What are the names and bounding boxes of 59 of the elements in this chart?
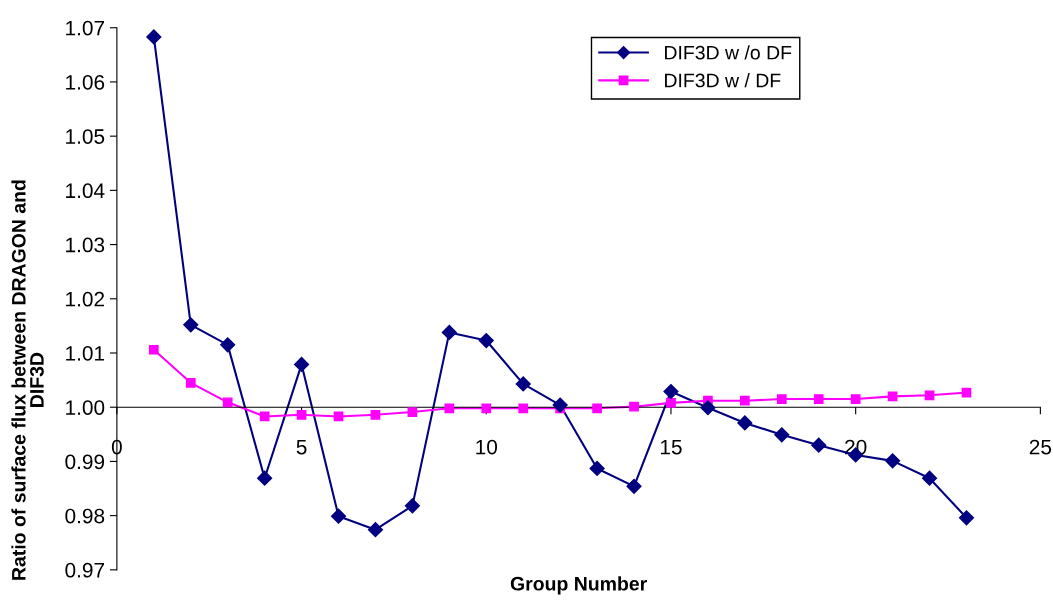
point — [663, 383, 679, 400]
point — [330, 508, 347, 524]
point — [515, 376, 531, 392]
point — [518, 403, 529, 414]
point — [478, 332, 494, 349]
point — [589, 460, 605, 477]
point — [444, 403, 455, 414]
y-tick-label: 0.97 — [65, 562, 105, 578]
y-tick-label: 1.04 — [66, 183, 105, 199]
y-tick-label: 1.01 — [66, 346, 105, 361]
point — [737, 415, 753, 431]
point — [222, 397, 233, 408]
y-tick-label: 0.98 — [65, 508, 105, 524]
point — [774, 427, 790, 443]
point — [739, 395, 750, 406]
legend-label: DIF3D w /o DF — [665, 45, 792, 60]
point — [626, 478, 642, 494]
legend-label: DIF3D w / DF — [665, 73, 781, 88]
point — [296, 409, 307, 420]
point — [921, 470, 938, 486]
x-tick-label: 5 — [296, 439, 307, 455]
point — [958, 510, 975, 526]
point — [183, 317, 199, 333]
y-axis-title: Ratio of surface flux between DRAGON and DIF3D — [11, 180, 44, 580]
point — [367, 522, 384, 538]
point — [407, 407, 418, 417]
point — [885, 453, 901, 469]
point — [666, 398, 676, 408]
x-tick-label: 10 — [476, 439, 498, 455]
x-tick-label: 15 — [660, 439, 682, 455]
y-tick-label: 1.05 — [66, 129, 105, 144]
x-axis-title: Group Number — [510, 576, 647, 595]
point — [481, 403, 492, 414]
point — [813, 394, 824, 404]
point — [404, 498, 420, 514]
y-tick-label: 1.03 — [66, 237, 105, 253]
point — [776, 394, 787, 404]
y-tick-label: 1.06 — [66, 74, 105, 90]
point — [220, 337, 236, 353]
point — [146, 29, 162, 45]
point — [811, 437, 827, 453]
point — [700, 400, 716, 416]
y-tick-label: 1.07 — [66, 20, 105, 36]
point — [370, 409, 381, 420]
point — [850, 394, 861, 404]
point — [924, 390, 935, 401]
y-tick-label: 1.00 — [66, 400, 105, 415]
point — [185, 377, 196, 388]
point — [148, 344, 159, 355]
point — [259, 411, 270, 422]
point — [629, 401, 639, 412]
x-tick-label: 25 — [1029, 439, 1052, 455]
point — [257, 470, 273, 486]
point — [441, 324, 457, 340]
y-tick-label: 0.99 — [65, 454, 105, 470]
point — [552, 397, 568, 413]
y-tick-label: 1.02 — [66, 291, 105, 307]
point — [294, 356, 310, 372]
point — [592, 403, 602, 414]
